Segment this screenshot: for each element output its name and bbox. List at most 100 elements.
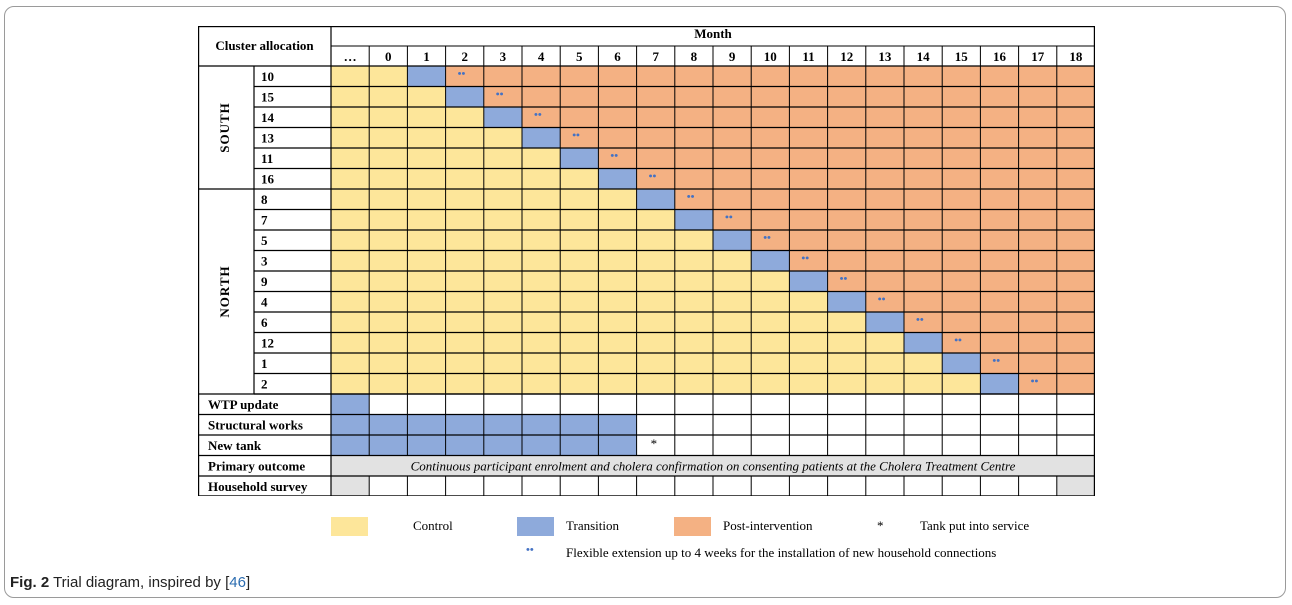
control-cell [713, 250, 752, 271]
activity-label: WTP update [208, 397, 279, 412]
caption-reference-link[interactable]: 46 [229, 574, 246, 591]
month-label: 10 [764, 49, 777, 64]
activity-cell [522, 414, 561, 435]
post-intervention-cell [751, 127, 790, 148]
post-intervention-cell [445, 66, 484, 87]
post-intervention-cell [560, 86, 599, 107]
post-intervention-cell [713, 86, 752, 107]
post-intervention-cell [942, 127, 981, 148]
month-label: 16 [993, 49, 1007, 64]
post-intervention-cell [1018, 66, 1057, 87]
post-intervention-cell [980, 250, 1019, 271]
activity-cell [560, 435, 599, 456]
post-intervention-cell [1056, 86, 1095, 107]
post-intervention-cell [980, 189, 1019, 210]
post-intervention-cell [865, 107, 904, 128]
post-intervention-cell [560, 107, 599, 128]
post-intervention-cell [674, 189, 713, 210]
post-intervention-cell [827, 189, 866, 210]
control-cell [331, 168, 370, 189]
control-cell [483, 291, 522, 312]
control-cell [331, 291, 370, 312]
control-cell [483, 148, 522, 169]
activity-cell [331, 435, 370, 456]
post-intervention-cell [942, 271, 981, 292]
post-intervention-cell [980, 148, 1019, 169]
post-intervention-cell [1018, 189, 1057, 210]
control-cell [331, 312, 370, 333]
cluster-label: 2 [261, 377, 268, 392]
flexible-extension-dots: •• [496, 89, 504, 101]
post-intervention-cell [904, 271, 943, 292]
post-intervention-cell [980, 127, 1019, 148]
control-cell [369, 168, 408, 189]
region-label: NORTH [217, 265, 232, 317]
activity-cell [407, 435, 446, 456]
control-cell [674, 291, 713, 312]
post-intervention-cell [1018, 209, 1057, 230]
post-intervention-cell [751, 86, 790, 107]
month-header: Month [694, 26, 732, 41]
post-intervention-cell [483, 66, 522, 87]
control-cell [522, 168, 561, 189]
post-intervention-cell [598, 148, 637, 169]
transition-cell [942, 353, 981, 374]
control-cell [407, 271, 446, 292]
control-cell [789, 291, 828, 312]
activity-label: Structural works [208, 418, 303, 433]
post-intervention-cell [827, 66, 866, 87]
control-cell [751, 353, 790, 374]
post-intervention-cell [904, 148, 943, 169]
control-cell [789, 353, 828, 374]
post-intervention-cell [980, 209, 1019, 230]
post-intervention-cell [560, 66, 599, 87]
post-intervention-cell [865, 230, 904, 251]
control-cell [560, 168, 599, 189]
control-cell [407, 148, 446, 169]
post-intervention-cell [713, 107, 752, 128]
control-cell [598, 230, 637, 251]
caption-text-end: ] [245, 574, 251, 591]
post-intervention-cell [1018, 107, 1057, 128]
control-cell [369, 209, 408, 230]
post-intervention-cell [674, 127, 713, 148]
control-cell [483, 189, 522, 210]
cluster-label: 3 [261, 254, 268, 269]
transition-cell [789, 271, 828, 292]
legend-post-label: Post-intervention [723, 518, 813, 533]
post-intervention-cell [942, 189, 981, 210]
control-cell [598, 353, 637, 374]
flexible-extension-dots: •• [649, 171, 657, 183]
flexible-extension-dots: •• [840, 273, 848, 285]
post-intervention-cell [1056, 271, 1095, 292]
post-intervention-cell [980, 168, 1019, 189]
activity-cell [483, 435, 522, 456]
transition-cell [636, 189, 675, 210]
control-cell [674, 332, 713, 353]
control-cell [369, 353, 408, 374]
post-intervention-cell [636, 107, 675, 128]
activity-cell [369, 435, 408, 456]
post-intervention-cell [980, 312, 1019, 333]
transition-cell [560, 148, 599, 169]
month-label: 9 [729, 49, 736, 64]
post-intervention-cell [904, 66, 943, 87]
control-cell [407, 86, 446, 107]
control-cell [369, 271, 408, 292]
control-cell [407, 250, 446, 271]
post-intervention-cell [1018, 148, 1057, 169]
post-intervention-cell [789, 230, 828, 251]
post-intervention-cell [789, 189, 828, 210]
region-label: SOUTH [217, 102, 232, 153]
control-cell [331, 353, 370, 374]
control-cell [331, 230, 370, 251]
legend-flex-label: Flexible extension up to 4 weeks for the… [566, 545, 996, 560]
flexible-extension-dots: •• [992, 355, 1000, 367]
post-intervention-cell [1018, 250, 1057, 271]
post-intervention-cell [904, 312, 943, 333]
control-cell [674, 250, 713, 271]
transition-cell [407, 66, 446, 87]
month-label: 3 [500, 49, 507, 64]
control-cell [904, 353, 943, 374]
